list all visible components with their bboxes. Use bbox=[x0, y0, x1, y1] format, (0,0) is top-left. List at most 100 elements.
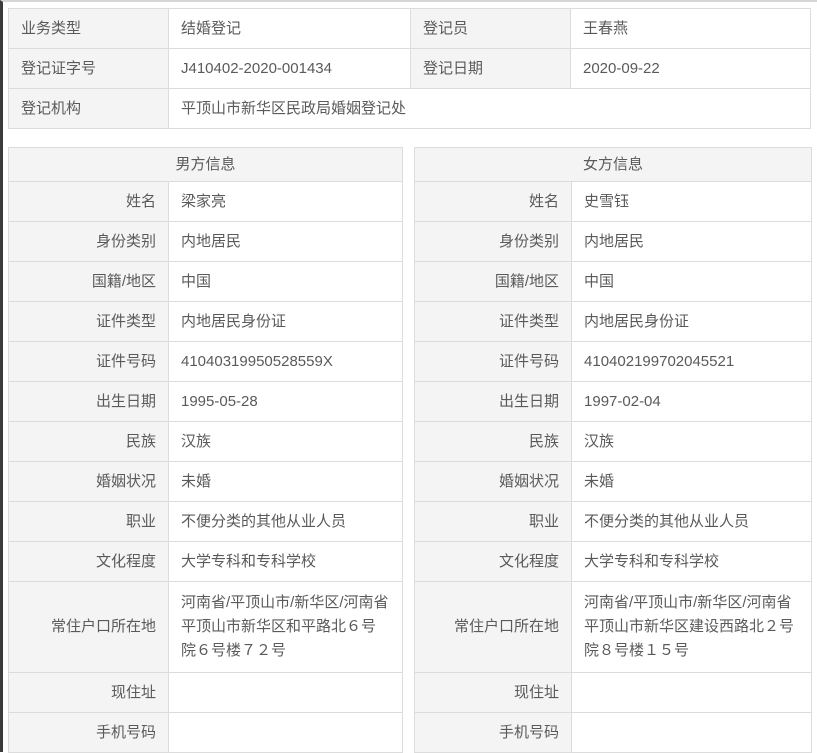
field-label: 文化程度 bbox=[414, 541, 573, 582]
table-row: 民族 汉族 bbox=[8, 421, 404, 462]
field-value bbox=[571, 672, 813, 713]
field-value: 中国 bbox=[571, 261, 813, 302]
field-label: 婚姻状况 bbox=[414, 461, 573, 502]
table-row: 手机号码 bbox=[8, 712, 404, 753]
field-value: 不便分类的其他从业人员 bbox=[167, 501, 404, 542]
registration-summary-table: 业务类型 结婚登记 登记员 王春燕 登记证字号 J410402-2020-001… bbox=[8, 8, 811, 129]
table-header-row: 男方信息 bbox=[7, 147, 404, 182]
field-value: 大学专科和专科学校 bbox=[571, 541, 813, 582]
field-value: 内地居民 bbox=[571, 221, 813, 262]
field-label: 文化程度 bbox=[8, 541, 169, 582]
field-label: 职业 bbox=[8, 501, 169, 542]
field-label: 手机号码 bbox=[414, 712, 573, 753]
table-row: 姓名 梁家亮 bbox=[8, 181, 404, 222]
table-row: 姓名 史雪钰 bbox=[414, 181, 813, 222]
field-label: 姓名 bbox=[414, 181, 573, 222]
table-row: 出生日期 1997-02-04 bbox=[414, 381, 813, 422]
table-row: 出生日期 1995-05-28 bbox=[8, 381, 404, 422]
field-value: 王春燕 bbox=[570, 8, 811, 49]
field-value: 内地居民身份证 bbox=[167, 301, 404, 342]
field-value: 410402199702045521 bbox=[571, 341, 813, 382]
field-value: 内地居民身份证 bbox=[571, 301, 813, 342]
field-value: 2020-09-22 bbox=[570, 48, 811, 89]
field-label: 常住户口所在地 bbox=[8, 581, 169, 673]
field-label: 现住址 bbox=[414, 672, 573, 713]
field-label: 国籍/地区 bbox=[414, 261, 573, 302]
field-label: 婚姻状况 bbox=[8, 461, 169, 502]
field-value: 大学专科和专科学校 bbox=[167, 541, 404, 582]
field-value: 河南省/平顶山市/新华区/河南省平顶山市新华区建设西路北２号院８号楼１５号 bbox=[571, 581, 813, 673]
table-row: 登记证字号 J410402-2020-001434 登记日期 2020-09-2… bbox=[8, 48, 811, 89]
table-row: 文化程度 大学专科和专科学校 bbox=[414, 541, 813, 582]
table-row: 证件类型 内地居民身份证 bbox=[414, 301, 813, 342]
field-value: 未婚 bbox=[571, 461, 813, 502]
field-value: 平顶山市新华区民政局婚姻登记处 bbox=[168, 88, 811, 129]
male-info-title: 男方信息 bbox=[7, 147, 404, 182]
field-label: 民族 bbox=[414, 421, 573, 462]
field-label: 证件类型 bbox=[8, 301, 169, 342]
field-label: 身份类别 bbox=[8, 221, 169, 262]
field-value: 1995-05-28 bbox=[167, 381, 404, 422]
field-value: 未婚 bbox=[167, 461, 404, 502]
field-label: 证件号码 bbox=[8, 341, 169, 382]
field-label: 登记机构 bbox=[8, 88, 169, 129]
field-value bbox=[167, 672, 404, 713]
table-row: 证件号码 410402199702045521 bbox=[414, 341, 813, 382]
person-tables-row: 男方信息 姓名 梁家亮 身份类别 内地居民 国籍/地区 中国 证件类型 内地居民… bbox=[7, 147, 817, 753]
field-value: 中国 bbox=[167, 261, 404, 302]
field-value: 汉族 bbox=[571, 421, 813, 462]
table-row: 身份类别 内地居民 bbox=[8, 221, 404, 262]
table-row: 登记机构 平顶山市新华区民政局婚姻登记处 bbox=[8, 88, 811, 129]
field-value: 结婚登记 bbox=[168, 8, 411, 49]
field-value bbox=[167, 712, 404, 753]
field-label: 常住户口所在地 bbox=[414, 581, 573, 673]
table-row: 手机号码 bbox=[414, 712, 813, 753]
field-label: 业务类型 bbox=[8, 8, 169, 49]
field-value: J410402-2020-001434 bbox=[168, 48, 411, 89]
field-label: 民族 bbox=[8, 421, 169, 462]
table-row: 身份类别 内地居民 bbox=[414, 221, 813, 262]
field-value: 1997-02-04 bbox=[571, 381, 813, 422]
field-label: 现住址 bbox=[8, 672, 169, 713]
table-row: 婚姻状况 未婚 bbox=[8, 461, 404, 502]
table-row: 常住户口所在地 河南省/平顶山市/新华区/河南省平顶山市新华区和平路北６号院６号… bbox=[8, 581, 404, 673]
table-row: 职业 不便分类的其他从业人员 bbox=[414, 501, 813, 542]
female-info-table: 女方信息 姓名 史雪钰 身份类别 内地居民 国籍/地区 中国 证件类型 内地居民… bbox=[414, 147, 813, 753]
table-header-row: 女方信息 bbox=[414, 147, 813, 182]
field-label: 出生日期 bbox=[414, 381, 573, 422]
table-row: 国籍/地区 中国 bbox=[8, 261, 404, 302]
female-info-title: 女方信息 bbox=[414, 147, 813, 182]
field-label: 国籍/地区 bbox=[8, 261, 169, 302]
table-row: 常住户口所在地 河南省/平顶山市/新华区/河南省平顶山市新华区建设西路北２号院８… bbox=[414, 581, 813, 673]
field-value: 梁家亮 bbox=[167, 181, 404, 222]
table-row: 婚姻状况 未婚 bbox=[414, 461, 813, 502]
male-info-table: 男方信息 姓名 梁家亮 身份类别 内地居民 国籍/地区 中国 证件类型 内地居民… bbox=[7, 147, 404, 753]
field-value: 不便分类的其他从业人员 bbox=[571, 501, 813, 542]
table-row: 证件类型 内地居民身份证 bbox=[8, 301, 404, 342]
table-row: 证件号码 41040319950528559X bbox=[8, 341, 404, 382]
field-label: 登记员 bbox=[410, 8, 571, 49]
registration-record-page: 业务类型 结婚登记 登记员 王春燕 登记证字号 J410402-2020-001… bbox=[3, 2, 817, 753]
field-label: 证件号码 bbox=[414, 341, 573, 382]
field-label: 证件类型 bbox=[414, 301, 573, 342]
table-row: 民族 汉族 bbox=[414, 421, 813, 462]
field-value: 内地居民 bbox=[167, 221, 404, 262]
field-label: 姓名 bbox=[8, 181, 169, 222]
field-value: 河南省/平顶山市/新华区/河南省平顶山市新华区和平路北６号院６号楼７２号 bbox=[167, 581, 404, 673]
field-value bbox=[571, 712, 813, 753]
field-label: 职业 bbox=[414, 501, 573, 542]
field-label: 登记日期 bbox=[410, 48, 571, 89]
field-label: 身份类别 bbox=[414, 221, 573, 262]
table-row: 现住址 bbox=[414, 672, 813, 713]
table-row: 现住址 bbox=[8, 672, 404, 713]
field-value: 41040319950528559X bbox=[167, 341, 404, 382]
field-value: 汉族 bbox=[167, 421, 404, 462]
table-row: 业务类型 结婚登记 登记员 王春燕 bbox=[8, 8, 811, 49]
field-value: 史雪钰 bbox=[571, 181, 813, 222]
field-label: 出生日期 bbox=[8, 381, 169, 422]
field-label: 手机号码 bbox=[8, 712, 169, 753]
table-row: 国籍/地区 中国 bbox=[414, 261, 813, 302]
table-row: 职业 不便分类的其他从业人员 bbox=[8, 501, 404, 542]
field-label: 登记证字号 bbox=[8, 48, 169, 89]
table-row: 文化程度 大学专科和专科学校 bbox=[8, 541, 404, 582]
